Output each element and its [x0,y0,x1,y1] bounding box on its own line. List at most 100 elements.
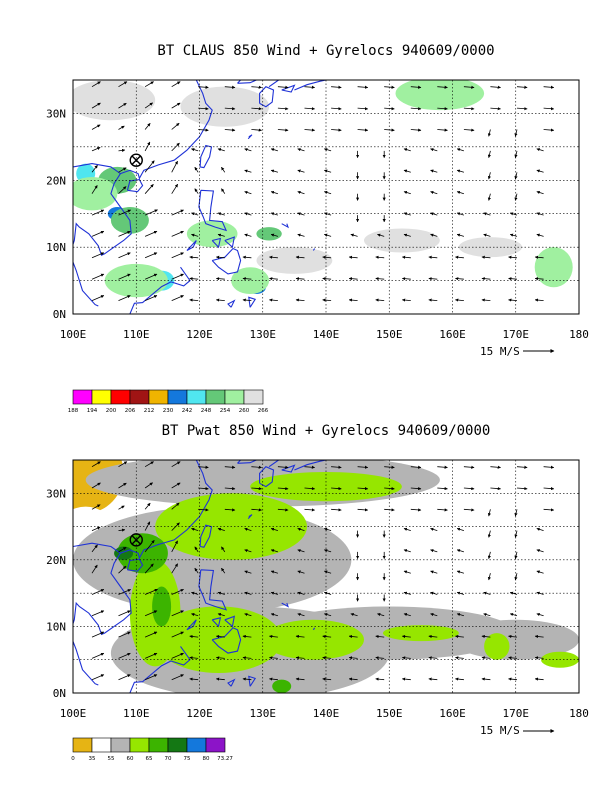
colorbar-label: 188 [68,408,79,414]
wind-vector [244,527,252,531]
wind-vector [331,508,342,512]
wind-vector [297,570,305,574]
wind-vector [357,128,369,132]
wind-vector [270,233,279,237]
shading-cell [155,606,282,673]
wind-vector [487,509,491,517]
coastline [211,627,242,654]
wind-vector [455,634,464,639]
gyre-marker [129,153,143,167]
wind-vector [410,486,422,491]
wind-vector [144,252,158,259]
wind-vector [144,273,158,280]
wind-vector [171,589,184,595]
wind-vector [171,502,180,510]
wind-vector [403,570,411,574]
wind-vector [401,298,411,302]
wind-vector [118,528,126,532]
coastline [224,615,236,628]
wind-vector [244,570,252,574]
wind-vector [244,169,252,173]
wind-vector [118,252,131,259]
wind-vector [331,465,342,469]
wind-vector [91,504,101,510]
wind-vector [217,148,225,152]
wind-vector [350,613,358,617]
colorbar: 188 194 200 206 212 230 242 248 254 260 266 [68,389,269,414]
shading-cell [73,177,118,211]
wind-vector [244,212,252,216]
coastline [186,240,197,251]
colorbar-swatch [167,389,188,405]
wind-vector [536,148,544,152]
wind-vector [270,527,279,531]
wind-vector [456,148,465,152]
wind-vector [91,564,98,574]
x-tick-label: 170E [503,707,530,720]
wind-vector [224,508,236,512]
coastline [129,646,191,693]
colorbar-swatch [224,389,245,405]
wind-vector [534,656,544,660]
wind-vector [270,549,279,553]
coastline [211,617,222,628]
y-tick-label: 10N [46,241,66,254]
wind-vector [348,298,358,302]
coastline [248,296,257,308]
wind-vector [304,85,316,89]
coastline [281,602,289,608]
colorbar-label: 260 [239,408,250,414]
wind-vector [516,486,528,491]
wind-vector [304,465,316,469]
wind-vector [144,81,154,88]
y-tick-labels: 0N 10N 20N 30N [46,487,66,700]
wind-vector [430,148,438,152]
wind-vector [91,610,105,617]
wind-vector [534,277,544,281]
x-tick-labels: 100E 110E 120E 130E 140E 150E 160E 170E 180 [60,707,589,720]
wind-vector [118,461,128,468]
wind-vector [348,634,358,639]
x-tick-label: 130E [250,707,277,720]
wind-vector [297,591,305,595]
wind-vector [144,652,158,659]
shading-cell [250,472,402,502]
wind-vector [348,255,358,259]
wind-vector [171,102,181,109]
wind-vector [191,233,199,237]
y-tick-label: 0N [53,308,66,321]
wind-vector [171,522,180,531]
wind-vector [487,573,491,581]
colorbar-label: 70 [165,756,172,762]
wind-vector [91,295,105,301]
colorbar-label: 200 [106,408,117,414]
wind-vector [490,85,501,89]
wind-vector [91,482,101,489]
wind-vector [198,508,209,512]
wind-vector [144,539,155,553]
wind-vector [487,172,491,180]
wind-vector [455,277,464,281]
wind-vector [403,233,411,237]
wind-vector [410,508,422,512]
wind-vector [171,160,178,173]
wind-vector [357,508,369,512]
gyre-marker [129,533,143,547]
wind-vector [401,677,411,681]
wind-vector [490,107,501,111]
vector-reference-label: 15 M/S [480,724,520,737]
wind-vector [375,656,385,660]
wind-vector [91,589,105,595]
wind-vector [456,570,465,574]
wind-vector [322,298,332,302]
wind-vector [91,81,101,88]
wind-vector [322,656,332,660]
wind-vector [297,527,305,531]
wind-vector [189,277,199,281]
wind-vector [508,298,518,302]
colorbar-swatch [148,737,169,753]
wind-vector [456,212,465,216]
wind-vector [323,527,332,531]
wind-vector [331,486,342,491]
x-tick-label: 130E [250,328,277,341]
